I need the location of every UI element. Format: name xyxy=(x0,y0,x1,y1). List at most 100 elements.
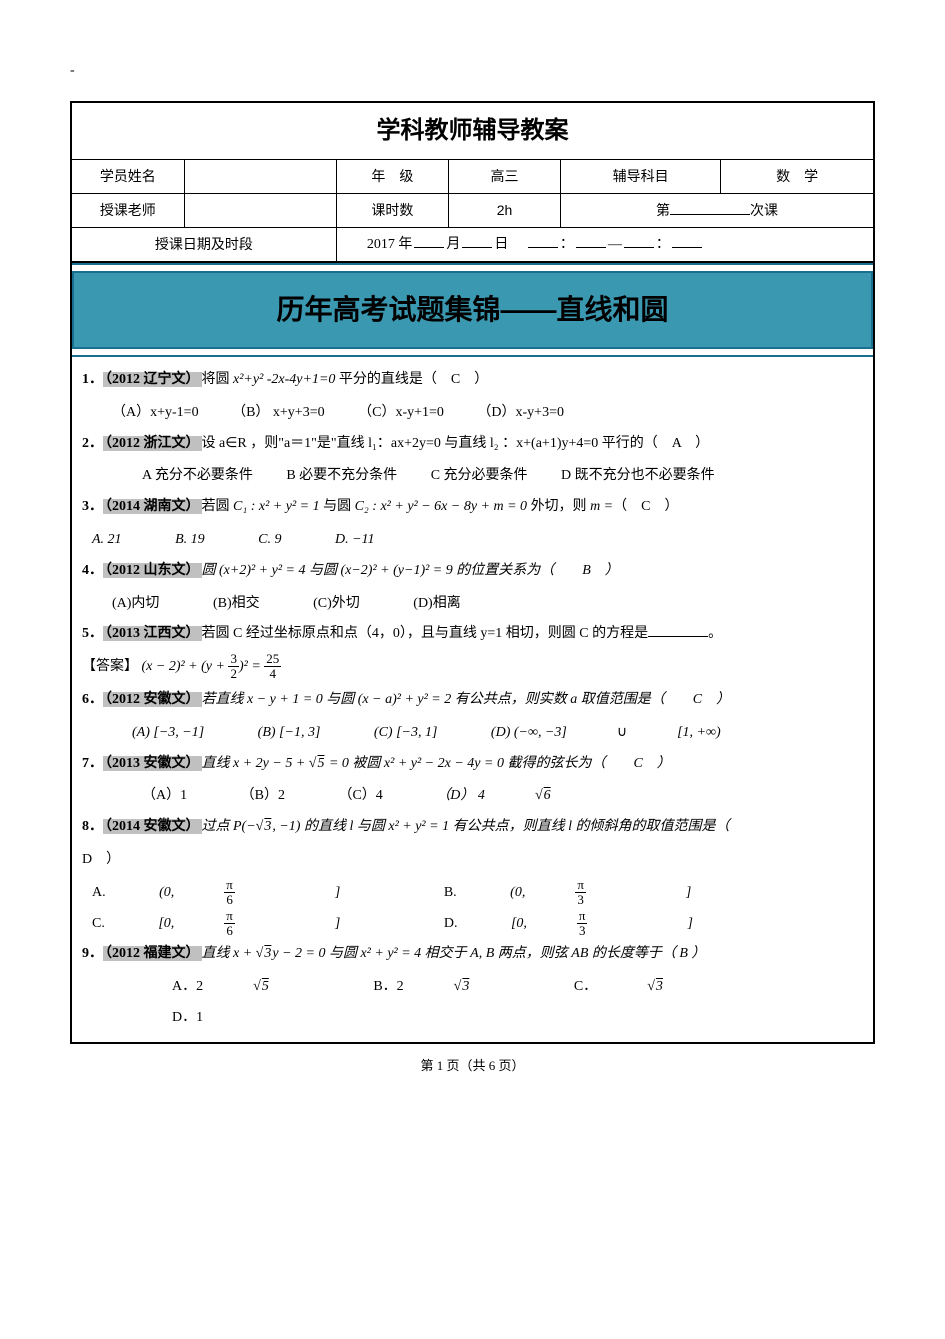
blank-month xyxy=(414,234,444,248)
q3-opt-c: C. 9 xyxy=(258,525,281,556)
q9-text-b: y − 2 = 0 与圆 x² + y² = 4 相交于 A, B 两点，则弦 … xyxy=(272,946,705,961)
q1-opt-a: （A）x+y-1=0 xyxy=(112,398,199,429)
question-4: 4．（2012 山东文）圆 (x+2)² + y² = 4 与圆 (x−2)² … xyxy=(82,556,863,587)
q6-text: 若直线 x − y + 1 = 0 与圆 (x − a)² + y² = 2 有… xyxy=(202,692,731,707)
blank-day xyxy=(462,234,492,248)
doc-title: 学科教师辅导教案 xyxy=(72,103,873,160)
q1-opt-d: （D）x-y+3=0 xyxy=(477,398,564,429)
q4-num: 4． xyxy=(82,563,103,578)
q4-opt-b: (B)相交 xyxy=(213,589,260,620)
value-hours: 2h xyxy=(448,194,560,228)
q5-num: 5． xyxy=(82,626,103,641)
q5-ans-label: 【答案】 xyxy=(82,659,138,674)
q4-opt-a: (A)内切 xyxy=(112,589,159,620)
q4-opt-c: (C)外切 xyxy=(313,589,360,620)
q6-opt-c: (C) [−3, 1] xyxy=(374,718,438,749)
value-grade: 高三 xyxy=(448,160,560,194)
question-6: 6．（2012 安徽文）若直线 x − y + 1 = 0 与圆 (x − a)… xyxy=(82,685,863,716)
blank-h1 xyxy=(528,234,558,248)
q1-text-b: 平分的直线是（ C ） xyxy=(335,372,488,387)
q1-tag: （2012 辽宁文） xyxy=(103,372,202,387)
blank-m2 xyxy=(672,234,702,248)
top-dash: - xyxy=(70,60,875,81)
value-student-name xyxy=(184,160,336,194)
q3-c1: C₁ : x² + y² = 1 xyxy=(233,499,320,514)
q7-tag: （2013 安徽文） xyxy=(103,756,202,771)
date-sep: — xyxy=(608,237,622,252)
q8-opt-b: B. (0, π3] xyxy=(444,878,742,909)
value-teacher xyxy=(184,194,336,228)
q3-text-b: 与圆 xyxy=(320,499,355,514)
q1-text-a: 将圆 xyxy=(202,372,234,387)
q5-frac2: 254 xyxy=(264,652,281,682)
question-9: 9．（2012 福建文）直线 x + √3y − 2 = 0 与圆 x² + y… xyxy=(82,939,863,970)
label-hours: 课时数 xyxy=(336,194,448,228)
value-session: 第 次课 xyxy=(561,194,873,228)
label-teacher: 授课老师 xyxy=(72,194,184,228)
q8-ans: D ） xyxy=(82,852,120,867)
q5-text: 若圆 C 经过坐标原点和点（4，0），且与直线 y=1 相切，则圆 C 的方程是 xyxy=(202,626,649,641)
q6-opt-b: (B) [−1, 3] xyxy=(258,718,321,749)
q2-text: 设 a∈R ，则"a＝1"是"直线 l₁：ax+2y=0 与直线 l₂ ：x+(… xyxy=(202,436,710,451)
questions-content: 1．（2012 辽宁文）将圆 x²+y² -2x-4y+1=0 平分的直线是（ … xyxy=(72,357,873,1042)
q3-text-d: （ C ） xyxy=(613,499,678,514)
info-row-1: 学员姓名 年 级 高三 辅导科目 数 学 xyxy=(72,160,873,194)
q3-options: A. 21 B. 19 C. 9 D. −11 xyxy=(82,525,863,556)
session-post: 次课 xyxy=(750,202,778,218)
q8-tag: （2014 安徽文） xyxy=(103,819,202,834)
q6-tag: （2012 安徽文） xyxy=(103,692,202,707)
q5-period: 。 xyxy=(708,626,722,641)
document-frame: 学科教师辅导教案 学员姓名 年 级 高三 辅导科目 数 学 授课老师 课时数 2… xyxy=(70,101,875,1044)
label-grade: 年 级 xyxy=(336,160,448,194)
q7-opt-d: （D） 4√6 xyxy=(436,781,601,812)
q5-blank xyxy=(648,623,708,637)
q8-text-a: 过点 P(− xyxy=(202,819,256,834)
q2-tag: （2012 浙江文） xyxy=(103,436,202,451)
banner-wrap: 历年高考试题集锦——直线和圆 xyxy=(72,263,873,357)
info-table: 学员姓名 年 级 高三 辅导科目 数 学 授课老师 课时数 2h 第 次课 授课日… xyxy=(72,160,873,262)
q5-frac1: 32 xyxy=(228,652,239,682)
label-student-name: 学员姓名 xyxy=(72,160,184,194)
q4-options: (A)内切 (B)相交 (C)外切 (D)相离 xyxy=(82,589,863,620)
q5-ans-b: )² = xyxy=(239,659,264,674)
q2-opt-b: B 必要不充分条件 xyxy=(286,461,397,492)
date-month: 月 xyxy=(446,237,460,252)
q3-text-c: 外切，则 xyxy=(527,499,590,514)
session-pre: 第 xyxy=(656,202,670,218)
q3-opt-d: D. −11 xyxy=(335,525,375,556)
q6-num: 6． xyxy=(82,692,103,707)
q9-opt-a: A．2√5 xyxy=(172,972,320,1003)
q7-opt-b: （B）2 xyxy=(241,781,285,812)
q3-opt-a: A. 21 xyxy=(92,525,122,556)
q3-num: 3． xyxy=(82,499,103,514)
q9-opt-d: D．1 xyxy=(172,1003,253,1034)
q8-num: 8． xyxy=(82,819,103,834)
q2-opt-d: D 既不充分也不必要条件 xyxy=(561,461,715,492)
q8-opt-a: A. (0, π6] xyxy=(92,878,390,909)
page-footer: 第 1 页（共 6 页） xyxy=(70,1056,875,1076)
q2-opt-a: A 充分不必要条件 xyxy=(142,461,253,492)
q8-options: A. (0, π6] B. (0, π3] C. [0, π6] D. [0, … xyxy=(82,878,863,940)
q7-text-a: 直线 x + 2y − 5 + xyxy=(202,756,309,771)
q5-ans-a: (x − 2)² + (y + xyxy=(142,659,229,674)
q3-c2: C₂ : x² + y² − 6x − 8y + m = 0 xyxy=(355,499,527,514)
question-5: 5．（2013 江西文）若圆 C 经过坐标原点和点（4，0），且与直线 y=1 … xyxy=(82,619,863,650)
q2-num: 2． xyxy=(82,436,103,451)
q2-opt-c: C 充分必要条件 xyxy=(431,461,528,492)
q9-text-a: 直线 x + xyxy=(202,946,256,961)
section-banner: 历年高考试题集锦——直线和圆 xyxy=(72,271,873,349)
info-row-3: 授课日期及时段 2017 年月日 ：—： xyxy=(72,228,873,262)
q6-opt-d: (D) (−∞, −3]∪[1, +∞) xyxy=(491,718,771,749)
q6-opt-a: (A) [−3, −1] xyxy=(132,718,204,749)
session-blank xyxy=(670,201,750,215)
q3-tag: （2014 湖南文） xyxy=(103,499,202,514)
info-row-2: 授课老师 课时数 2h 第 次课 xyxy=(72,194,873,228)
q1-num: 1． xyxy=(82,372,103,387)
q4-tag: （2012 山东文） xyxy=(103,563,202,578)
label-date: 授课日期及时段 xyxy=(72,228,336,262)
q5-answer: 【答案】 (x − 2)² + (y + 32)² = 254 xyxy=(82,652,863,683)
question-8: 8．（2014 安徽文）过点 P(−√3, −1) 的直线 l 与圆 x² + … xyxy=(82,812,863,843)
q1-opt-b: （B） x+y+3=0 xyxy=(232,398,325,429)
blank-m1 xyxy=(576,234,606,248)
q8-answer-line: D ） xyxy=(82,845,863,876)
